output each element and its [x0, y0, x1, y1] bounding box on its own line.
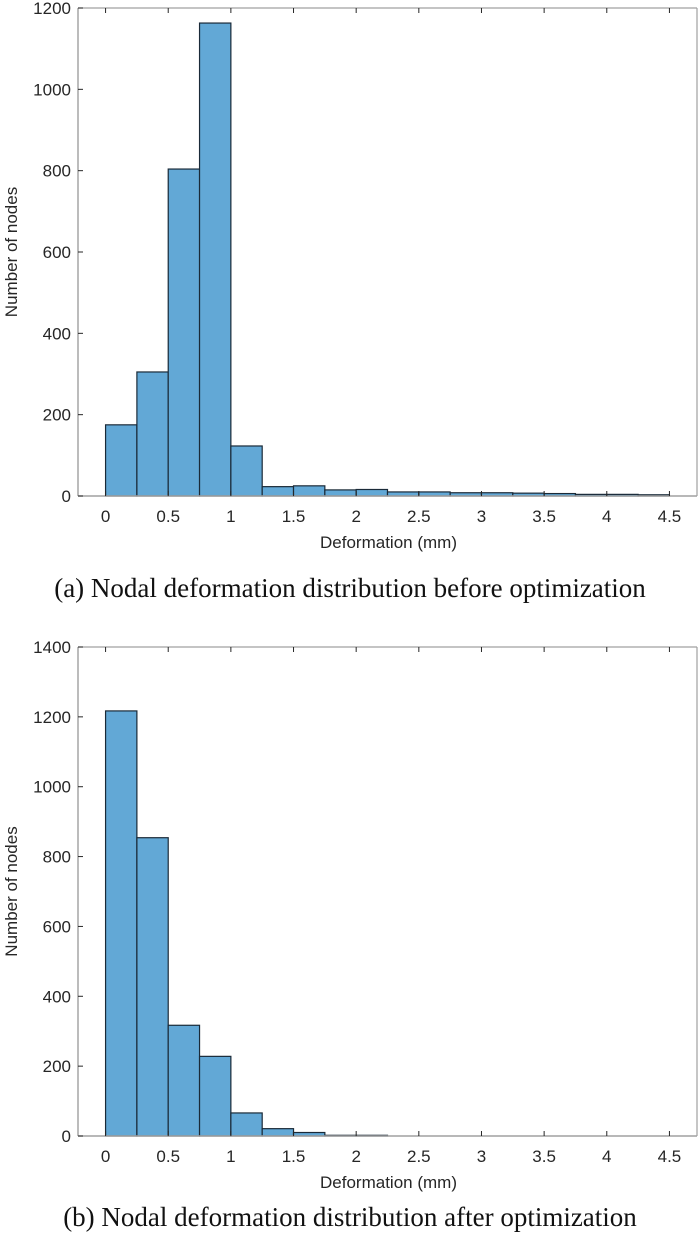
bars-group	[104, 710, 389, 1137]
y-tick-label: 0	[62, 487, 71, 506]
x-tick-label: 2	[351, 1147, 360, 1166]
histogram-bar	[292, 485, 326, 497]
x-tick-label: 0.5	[156, 507, 180, 526]
x-tick-label: 3.5	[532, 1147, 556, 1166]
x-axis-label: Deformation (mm)	[320, 1173, 457, 1192]
y-tick-label: 1000	[33, 80, 71, 99]
chart-panel-after: 0 0.5 1 1.5 2 2.5 3 3.5 4 4.5 0 200 400 600 800 1000 120…	[0, 627, 700, 1247]
y-tick-label: 1200	[33, 708, 71, 727]
y-tick-label: 200	[43, 1057, 71, 1076]
y-tick-label: 1200	[33, 0, 71, 18]
x-tick-label: 3	[477, 1147, 486, 1166]
histogram-bar	[136, 371, 169, 497]
histogram-bar	[324, 489, 357, 497]
histogram-before-optimization: 0 0.5 1 1.5 2 2.5 3 3.5 4 4.5 0 200 400 600 800 1000 120…	[2, 0, 698, 552]
bars-group	[104, 22, 671, 497]
y-tick-label: 0	[62, 1127, 71, 1146]
x-tick-label: 3	[477, 507, 486, 526]
histogram-after-optimization: 0 0.5 1 1.5 2 2.5 3 3.5 4 4.5 0 200 400 600 800 1000 120…	[2, 638, 698, 1192]
histogram-bar	[104, 424, 138, 497]
chart-panel-before: 0 0.5 1 1.5 2 2.5 3 3.5 4 4.5 0 200 400 600 800 1000 120…	[0, 0, 700, 620]
histogram-bar	[167, 1024, 201, 1137]
x-tick-label: 4	[602, 1147, 611, 1166]
y-axis-label: Number of nodes	[2, 826, 21, 956]
x-tick-label: 2	[351, 507, 360, 526]
figure-caption-b: (b) Nodal deformation distribution after…	[63, 1202, 637, 1232]
x-tick-label: 1	[226, 507, 235, 526]
y-tick-label: 400	[43, 987, 71, 1006]
x-tick-label: 1	[226, 1147, 235, 1166]
y-tick-label: 1400	[33, 638, 71, 657]
x-tick-label: 4.5	[658, 1147, 682, 1166]
histogram-bar	[355, 488, 389, 497]
x-tick-label: 0.5	[156, 1147, 180, 1166]
x-tick-label: 4.5	[658, 507, 682, 526]
y-axis-label: Number of nodes	[2, 187, 21, 317]
histogram-bar	[261, 486, 295, 497]
y-tick-label: 400	[43, 324, 71, 343]
histogram-bar	[104, 710, 138, 1137]
x-tick-label: 1.5	[282, 507, 306, 526]
histogram-bar	[136, 837, 169, 1137]
histogram-bar	[261, 1128, 295, 1137]
x-tick-label: 0	[101, 1147, 110, 1166]
histogram-bar	[198, 1055, 232, 1137]
y-tick-label: 600	[43, 917, 71, 936]
x-tick-label: 2.5	[407, 1147, 431, 1166]
figure-caption-a: (a) Nodal deformation distribution befor…	[54, 573, 646, 603]
histogram-bar	[230, 445, 263, 497]
histogram-bar	[230, 1112, 263, 1137]
y-tick-label: 600	[43, 243, 71, 262]
y-tick-label: 1000	[33, 778, 71, 797]
x-tick-label: 1.5	[282, 1147, 306, 1166]
x-tick-label: 4	[602, 507, 611, 526]
y-tick-label: 800	[43, 162, 71, 181]
x-tick-label: 3.5	[532, 507, 556, 526]
x-tick-label: 0	[101, 507, 110, 526]
histogram-bar	[167, 168, 201, 497]
y-tick-label: 200	[43, 406, 71, 425]
x-axis-label: Deformation (mm)	[320, 533, 457, 552]
x-tick-label: 2.5	[407, 507, 431, 526]
y-tick-label: 800	[43, 848, 71, 867]
histogram-bar	[198, 22, 232, 497]
